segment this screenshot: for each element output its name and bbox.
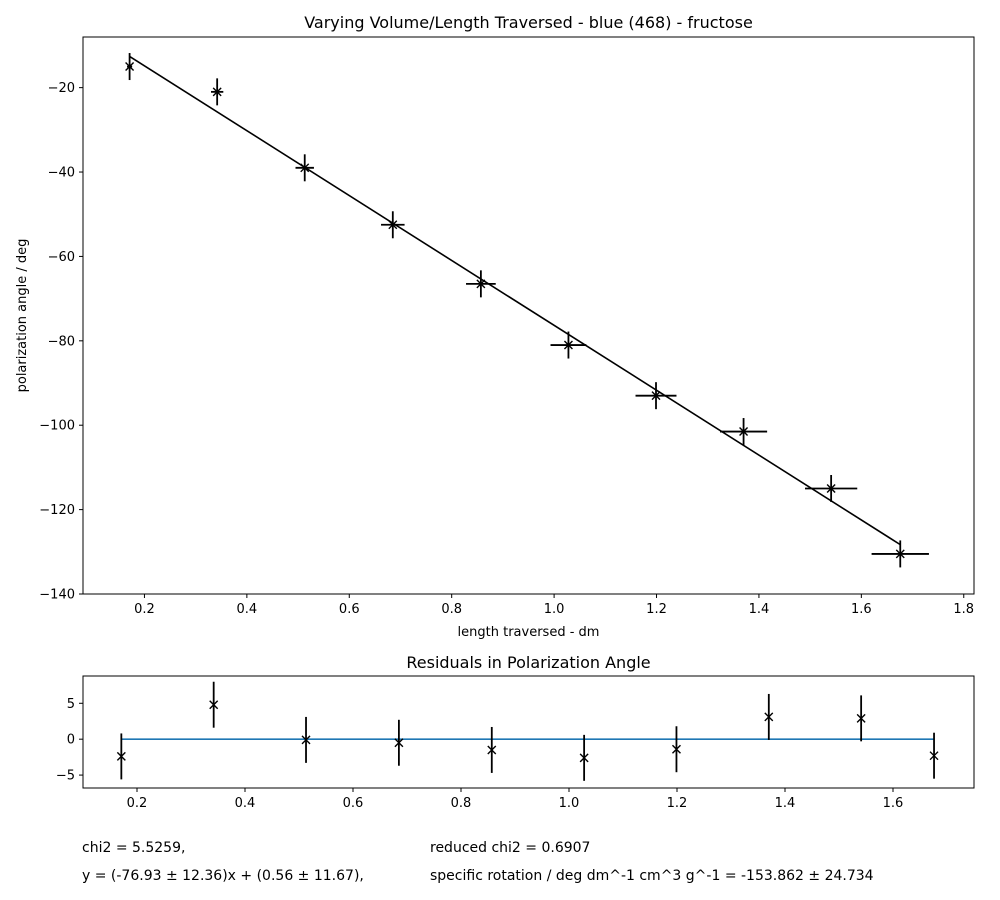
x-marker-stroke: [826, 484, 836, 494]
main-x-tick-label: 0.8: [441, 602, 462, 617]
residual-data-point: [929, 751, 939, 761]
x-marker-stroke: [394, 738, 404, 748]
residual-x-tick-label: 0.8: [451, 796, 472, 811]
x-marker-stroke: [301, 735, 311, 745]
main-y-tick-label: −80: [48, 334, 75, 349]
specific-rotation-text: specific rotation / deg dm^-1 cm^3 g^-1 …: [430, 868, 874, 884]
chi2-text: chi2 = 5.5259,: [82, 840, 186, 856]
x-marker-stroke: [476, 279, 486, 289]
main-x-tick-label: 1.2: [646, 602, 667, 617]
main-data-point: [300, 163, 310, 173]
residual-x-tick-label: 1.2: [667, 796, 688, 811]
main-data-point: [895, 549, 905, 559]
x-marker-stroke: [487, 745, 497, 755]
main-data-point: [651, 391, 661, 401]
main-data-point: [212, 87, 222, 97]
residual-data-point: [301, 735, 311, 745]
residual-x-tick-label: 0.6: [343, 796, 364, 811]
main-x-tick-label: 0.6: [339, 602, 360, 617]
residual-x-tick-label: 1.0: [559, 796, 580, 811]
main-axes-frame: [82, 36, 975, 595]
main-x-tick-label: 0.2: [134, 602, 155, 617]
residual-x-tick-label: 0.4: [235, 796, 256, 811]
main-y-tick-label: −100: [39, 419, 75, 434]
x-marker-stroke: [895, 549, 905, 559]
x-marker-stroke: [929, 751, 939, 761]
fit-line: [129, 55, 901, 546]
residual-x-tick-label: 1.6: [883, 796, 904, 811]
main-x-tick-label: 1.6: [851, 602, 872, 617]
x-marker-stroke: [116, 751, 126, 761]
x-marker-stroke: [388, 220, 398, 230]
main-chart-title: Varying Volume/Length Traversed - blue (…: [304, 13, 753, 32]
main-y-tick-label: −140: [39, 588, 75, 603]
main-data-point: [476, 279, 486, 289]
main-data-point: [125, 62, 135, 72]
residual-data-point: [487, 745, 497, 755]
residual-data-point: [579, 753, 589, 763]
residual-y-tick-label: 5: [67, 697, 75, 712]
residual-y-tick-label: −5: [56, 769, 75, 784]
x-marker-stroke: [563, 340, 573, 350]
main-data-point: [739, 427, 749, 437]
residual-x-tick-label: 0.2: [127, 796, 148, 811]
residual-chart-title: Residuals in Polarization Angle: [406, 653, 650, 672]
x-marker-stroke: [212, 87, 222, 97]
main-x-axis-label: length traversed - dm: [458, 625, 600, 640]
residual-data-point: [856, 713, 866, 723]
x-marker-stroke: [579, 753, 589, 763]
main-data-point: [826, 484, 836, 494]
residual-axes-frame: [82, 675, 975, 789]
main-x-tick-label: 1.8: [953, 602, 974, 617]
x-marker-stroke: [856, 713, 866, 723]
main-y-tick-label: −120: [39, 503, 75, 518]
main-x-tick-label: 0.4: [237, 602, 258, 617]
main-y-tick-label: −60: [48, 250, 75, 265]
main-y-tick-label: −40: [48, 166, 75, 181]
x-marker-stroke: [764, 712, 774, 722]
residual-data-point: [394, 738, 404, 748]
fit-equation-text: y = (-76.93 ± 12.36)x + (0.56 ± 11.67),: [82, 868, 364, 884]
residual-data-point: [671, 744, 681, 754]
x-marker-stroke: [209, 700, 219, 710]
x-marker-stroke: [300, 163, 310, 173]
main-y-tick-label: −20: [48, 81, 75, 96]
main-data-point: [563, 340, 573, 350]
residual-y-tick-label: 0: [67, 733, 75, 748]
main-x-tick-label: 1.4: [749, 602, 770, 617]
main-y-axis-label: polarization angle / deg: [15, 239, 30, 393]
x-marker-stroke: [739, 427, 749, 437]
residual-x-tick-label: 1.4: [775, 796, 796, 811]
residual-data-point: [209, 700, 219, 710]
reduced-chi2-text: reduced chi2 = 0.6907: [430, 840, 591, 856]
x-marker-stroke: [671, 744, 681, 754]
main-x-tick-label: 1.0: [544, 602, 565, 617]
main-data-point: [388, 220, 398, 230]
residual-data-point: [764, 712, 774, 722]
residual-data-point: [116, 751, 126, 761]
x-marker-stroke: [651, 391, 661, 401]
x-marker-stroke: [125, 62, 135, 72]
